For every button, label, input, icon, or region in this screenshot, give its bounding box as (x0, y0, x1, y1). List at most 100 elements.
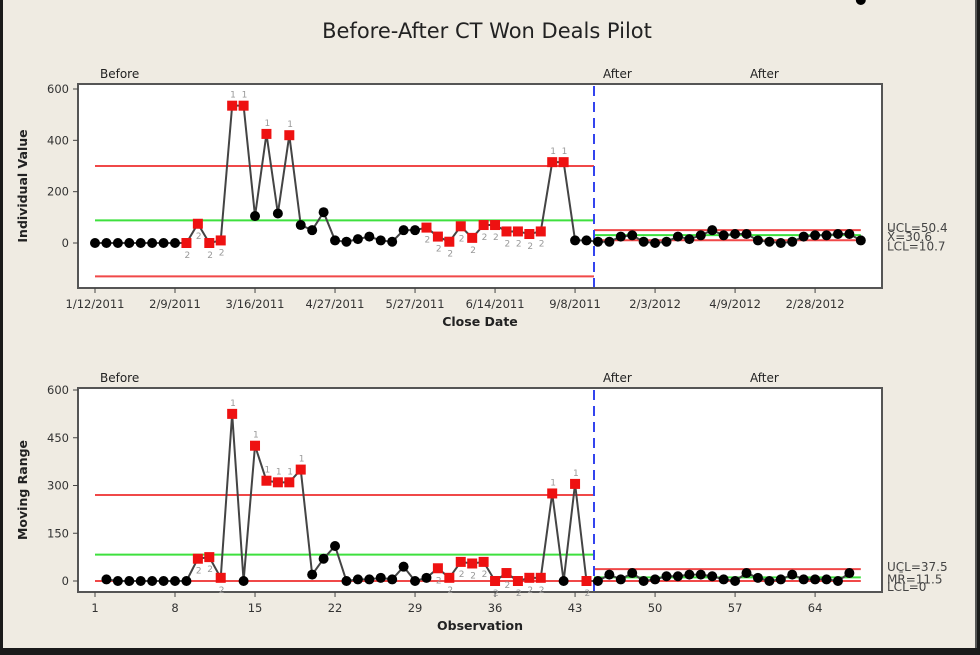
data-point (364, 574, 375, 585)
test-failure-flag: 1 (287, 120, 293, 130)
test-failure-flag: 2 (516, 239, 522, 249)
out-of-control-point (467, 558, 478, 569)
out-of-control-point (215, 572, 226, 583)
stage-label-before: Before (100, 67, 139, 81)
data-point (832, 229, 843, 240)
x-tick-label: 1 (91, 601, 98, 615)
y-tick-label: 400 (47, 133, 69, 147)
test-failure-flag: 1 (230, 91, 236, 101)
x-axis-label: Close Date (442, 314, 518, 329)
out-of-control-point (547, 157, 558, 168)
test-failure-flag: 2 (447, 250, 453, 260)
out-of-control-point (535, 572, 546, 583)
x-tick-label: 9/8/2011 (549, 297, 601, 311)
y-tick-label: 150 (47, 526, 69, 540)
test-failure-flag: 2 (516, 589, 522, 599)
test-failure-flag: 1 (253, 431, 259, 441)
x-tick-label: 6/14/2011 (466, 297, 525, 311)
y-tick-label: 600 (47, 82, 69, 96)
x-tick-label: 22 (328, 601, 343, 615)
x-tick-label: 15 (248, 601, 263, 615)
out-of-control-point (512, 576, 523, 586)
test-failure-flag: 1 (299, 455, 305, 465)
out-of-control-point (524, 229, 535, 240)
out-of-control-point (227, 408, 238, 419)
data-point (352, 574, 363, 585)
y-tick-label: 0 (62, 574, 69, 588)
out-of-control-point (444, 572, 455, 583)
data-point (855, 235, 866, 246)
x-tick-label: 64 (808, 601, 823, 615)
data-point (318, 207, 329, 218)
out-of-control-point (501, 568, 512, 579)
data-point (101, 238, 112, 248)
test-failure-flag: 2 (459, 234, 465, 244)
out-of-control-point (455, 221, 466, 232)
ucl-label: UCL=50.4 (887, 221, 948, 235)
out-of-control-point (284, 130, 295, 141)
data-point (741, 568, 752, 579)
x-tick-label: 4/9/2012 (709, 297, 761, 311)
data-point (787, 569, 798, 580)
data-point (752, 572, 763, 583)
stage-label-before: Before (100, 371, 139, 385)
test-failure-flag: 2 (436, 245, 442, 255)
test-failure-flag: 2 (504, 581, 510, 591)
data-point (147, 238, 158, 248)
test-failure-flag: 2 (584, 589, 590, 599)
test-failure-flag: 1 (264, 466, 270, 476)
data-point (661, 236, 672, 247)
data-point (684, 234, 695, 245)
data-point (318, 553, 329, 564)
data-point (158, 576, 169, 586)
data-point (764, 576, 775, 586)
data-point (592, 236, 603, 247)
test-failure-flag: 1 (287, 467, 293, 477)
data-point (112, 238, 123, 248)
data-point (124, 576, 135, 586)
test-failure-flag: 2 (219, 586, 225, 596)
test-failure-flag: 2 (482, 233, 488, 243)
data-point (661, 571, 672, 582)
data-point (581, 235, 592, 246)
x-tick-label: 36 (488, 601, 503, 615)
test-failure-flag: 2 (527, 586, 533, 596)
test-failure-flag: 2 (436, 576, 442, 586)
x-tick-label: 57 (728, 601, 743, 615)
test-failure-flag: 1 (264, 119, 270, 129)
ucl-label: UCL=37.5 (887, 560, 948, 574)
data-point (741, 229, 752, 240)
test-failure-flag: 1 (573, 469, 579, 479)
data-point (615, 574, 626, 585)
data-point (752, 235, 763, 246)
out-of-control-point (467, 232, 478, 243)
test-failure-flag: 2 (424, 236, 430, 246)
out-of-control-point (455, 556, 466, 567)
data-point (844, 229, 855, 240)
stage-label-after: After (750, 371, 779, 385)
data-point (410, 225, 421, 236)
data-point (810, 574, 821, 585)
y-tick-label: 200 (47, 185, 69, 199)
data-point (604, 569, 615, 580)
data-point (341, 576, 352, 586)
test-failure-flag: 2 (527, 242, 533, 252)
data-point (627, 230, 638, 241)
y-tick-label: 600 (47, 383, 69, 397)
data-point (181, 576, 192, 586)
y-tick-label: 0 (62, 236, 69, 250)
out-of-control-point (581, 576, 592, 586)
data-point (352, 234, 363, 245)
data-point (672, 231, 683, 242)
out-of-control-point (215, 235, 226, 246)
data-point (364, 231, 375, 242)
data-point (387, 574, 398, 585)
data-point (730, 576, 741, 586)
y-tick-label: 450 (47, 431, 69, 445)
data-point (124, 238, 135, 248)
test-failure-flag: 2 (219, 248, 225, 258)
data-point (855, 0, 866, 5)
data-point (707, 571, 718, 582)
data-point (810, 230, 821, 241)
out-of-control-point (512, 226, 523, 237)
